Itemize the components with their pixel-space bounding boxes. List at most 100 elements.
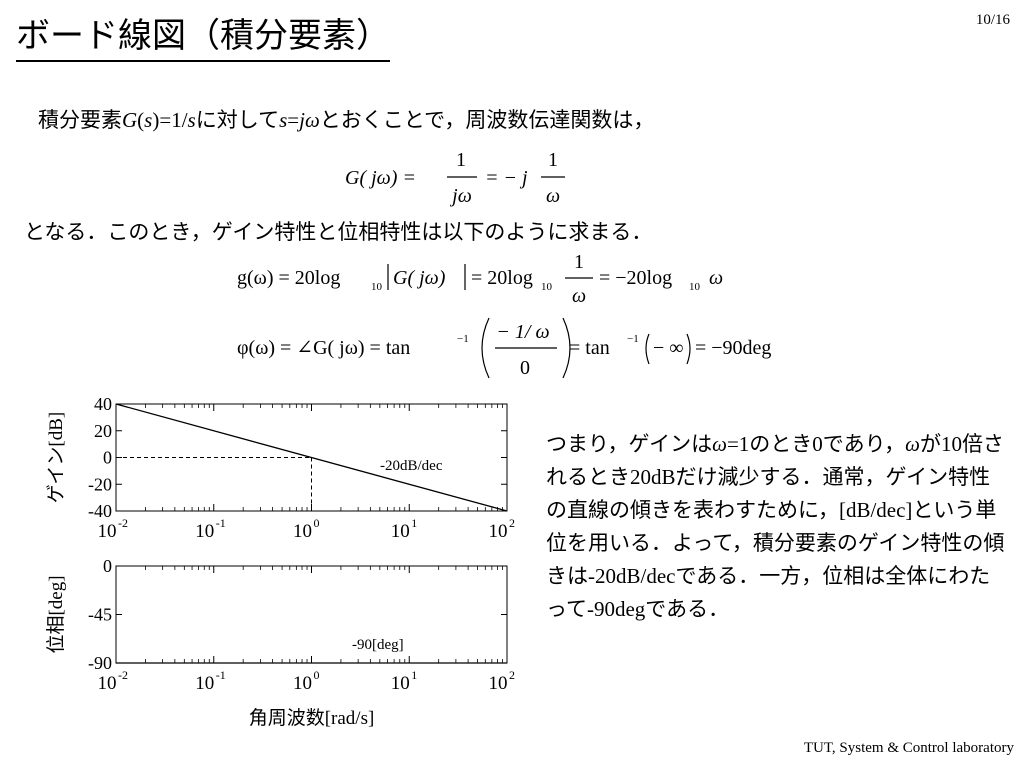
eq1-frac2-den: ω [546,185,560,207]
equation-transfer-function: G( jω) = 1 jω = − j 1 ω [345,149,565,207]
eq2-rhs: = −20log [599,267,672,289]
paren-right [562,317,571,379]
x-tick-label-base: 10 [98,521,117,542]
explanation-segment: 倍されるとき [546,432,1004,489]
series-line [115,403,508,512]
x-tick-label-base: 10 [293,673,312,694]
y-tick-label: 0 [103,448,112,468]
intro-part: 積分要素 [38,108,122,132]
plot-annotation: -20dB/dec [380,458,443,474]
x-tick-label-base: 10 [489,521,508,542]
eq2-eq: = 20log [471,267,533,289]
paren-left [481,317,490,379]
intro-part: s [144,108,153,132]
x-tick-label-base: 10 [391,673,410,694]
x-tick-label-base: 10 [293,521,312,542]
x-tick-label-exponent: -1 [216,516,226,530]
x-tick-label-exponent: 0 [314,668,320,682]
intro-text: 積分要素G(s)=1/sに対してs=jωとおくことで，周波数伝達関数は， [38,104,654,134]
explanation-segment: 0 [812,432,823,456]
explanation-segment: -90deg [586,597,646,621]
explanation-segment: という単位を用いる．よって，積分要素のゲイン特性の傾きは [546,498,1005,588]
intro-part: とおくことで，周波数伝達関数は， [319,108,655,132]
explanation-segment: 20dB [630,465,676,489]
x-tick-label-exponent: -2 [118,516,128,530]
x-tick-label-base: 10 [489,673,508,694]
eq2-rhs-var: ω [709,267,723,289]
explanation-segment: 10 [940,432,962,456]
eq3-sup2: −1 [627,333,639,345]
eq2-frac-den: ω [572,285,586,307]
intro-part: = [287,108,300,132]
eq2-frac-num: 1 [574,251,584,273]
plot-annotation: -90[deg] [352,637,404,653]
x-tick-label-base: 10 [391,521,410,542]
explanation-segment: だけ減少する．通常，ゲイン特性の直線の傾きを表わすために， [546,465,991,522]
eq2-sub3: 10 [689,281,701,293]
eq3-frac-num: − 1/ ω [496,321,549,343]
intro-part: s [279,108,288,132]
intro-part: G [122,108,138,132]
paren-left-small [645,333,650,365]
x-tick-label-exponent: -2 [118,668,128,682]
x-tick-label-exponent: 0 [314,516,320,530]
eq3-rhs: = −90deg [695,337,771,359]
explanation-segment: [dB/dec] [838,498,913,522]
explanation-segment: つまり，ゲインは [546,432,713,456]
eq3-mid: = tan [569,337,610,359]
y-axis-label: 位相[deg] [45,575,67,653]
page-number: 10/16 [975,12,1010,28]
y-tick-label: -20 [88,474,112,494]
eq3-lhs: φ(ω) = ∠G( jω) = tan [237,337,410,359]
eq1-mid: = − j [485,167,528,189]
y-tick-label: -45 [88,605,112,625]
equation-gain: g(ω) = 20log 10 G( jω) = 20log 10 1 ω = … [237,251,723,307]
intro-part: ( [137,108,145,132]
y-tick-label: -40 [88,501,112,521]
x-tick-label-exponent: 2 [509,668,515,682]
eq3-inner: − ∞ [653,337,684,359]
x-tick-label-base: 10 [195,673,214,694]
eq1-frac1-num: 1 [456,149,466,171]
eq2-sub1: 10 [371,281,383,293]
result-text: となる．このとき，ゲイン特性と位相特性は以下のように求まる． [24,220,653,244]
y-axis-label: ゲイン[dB] [45,412,67,503]
eq2-sub2: 10 [541,281,553,293]
x-tick-label-exponent: -1 [216,668,226,682]
slide-title: ボード線図（積分要素） [16,14,390,62]
explanation-segment: であり， [822,432,906,456]
eq2-lhs: g(ω) = 20log [237,267,340,289]
intro-part: s [187,108,196,132]
eq3-frac-den: 0 [520,357,530,379]
x-tick-label-exponent: 1 [411,516,417,530]
y-tick-label: 40 [94,394,112,414]
x-tick-label-exponent: 2 [509,516,515,530]
y-tick-label: 0 [103,556,112,576]
equation-phase: φ(ω) = ∠G( jω) = tan −1 − 1/ ω 0 = tan −… [237,317,771,379]
explanation-segment: =1 [726,432,750,456]
eq1-frac1-den: jω [449,185,472,207]
eq2-abs: G( jω) [393,267,446,289]
x-tick-label-base: 10 [98,673,117,694]
paren-right-small [686,333,691,365]
eq3-sup1: −1 [457,333,469,345]
explanation-segment: が [919,432,941,456]
explanation-segment: ω [712,432,727,456]
explanation-segment: である．一方，位相は全体にわたって [546,564,991,621]
eq1-frac2-num: 1 [548,149,558,171]
explanation-segment: である． [645,597,730,621]
explanation-segment: ω [905,432,920,456]
footer-lab-name: TUT, System & Control laboratory [803,740,1014,756]
intro-part: に対して [195,108,280,132]
explanation-text: つまり，ゲインはω=1のとき0であり，ωが10倍されるとき20dBだけ減少する．… [546,428,1006,626]
explanation-segment: -20dB/dec [588,564,676,588]
x-tick-label-exponent: 1 [411,668,417,682]
y-tick-label: 20 [94,421,112,441]
explanation-segment: のとき [749,432,813,456]
plot-frame [115,565,508,664]
intro-part: jω [299,108,320,132]
x-axis-label: 角周波数[rad/s] [249,707,375,729]
x-tick-label-base: 10 [195,521,214,542]
